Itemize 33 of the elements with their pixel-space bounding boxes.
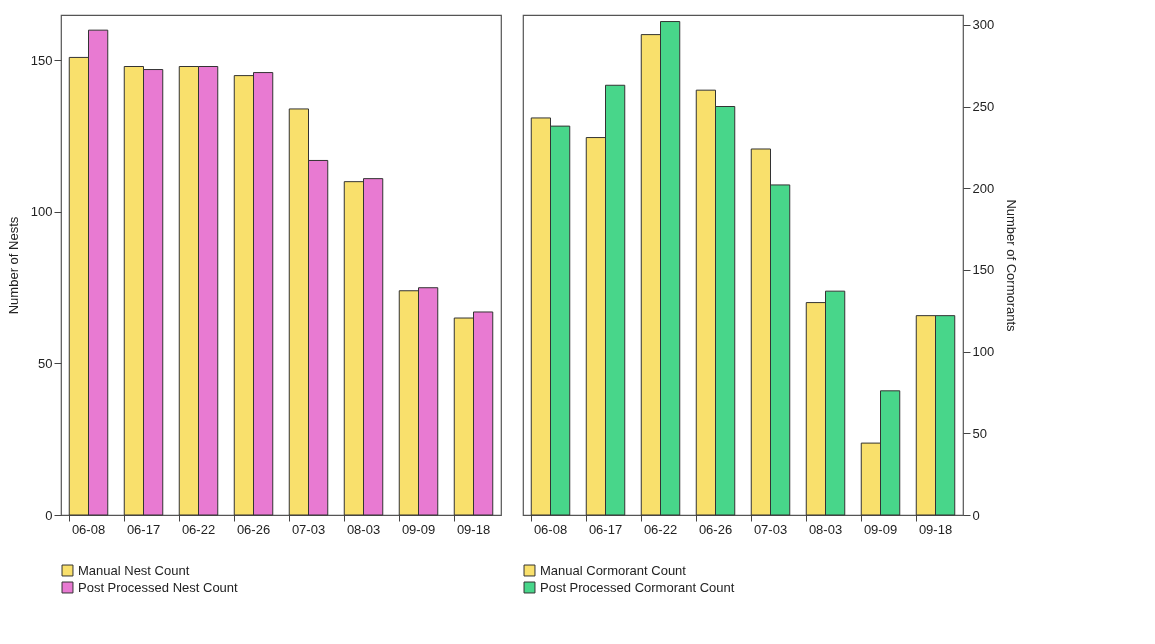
x-tick-label: 09-18	[456, 521, 491, 537]
x-tick-label: 09-09	[401, 521, 436, 537]
y2-tick-label: 300	[972, 17, 995, 33]
y2-tick-label: 50	[972, 425, 987, 441]
y-tick-label: 100	[30, 204, 53, 220]
x-tick-label: 06-08	[71, 521, 106, 537]
y-axis-title: Number of Nests	[5, 216, 21, 315]
x-tick-label: 09-09	[863, 521, 898, 537]
x-tick-label: 07-03	[291, 521, 326, 537]
y2-axis-title: Number of Cormorants	[1004, 199, 1020, 333]
y-tick-label: 50	[38, 355, 53, 371]
x-tick-label: 08-03	[808, 521, 843, 537]
legend-label: Post Processed Nest Count	[78, 579, 239, 595]
x-tick-label: 06-22	[643, 521, 678, 537]
x-tick-label: 06-26	[698, 521, 733, 537]
y2-tick-label: 100	[972, 344, 995, 360]
y-tick-label: 150	[30, 52, 53, 68]
x-tick-label: 07-03	[753, 521, 788, 537]
y2-tick-label: 200	[972, 180, 995, 196]
x-tick-label: 09-18	[918, 521, 953, 537]
y2-tick-label: 150	[972, 262, 995, 278]
legend-label: Post Processed Cormorant Count	[540, 579, 735, 595]
y2-tick-label: 0	[972, 507, 980, 523]
x-tick-label: 06-17	[126, 521, 161, 537]
x-tick-label: 06-08	[533, 521, 568, 537]
y-tick-label: 0	[45, 507, 53, 523]
x-tick-label: 06-26	[236, 521, 271, 537]
x-tick-label: 08-03	[346, 521, 381, 537]
legend-label: Manual Nest Count	[78, 562, 190, 578]
legend-label: Manual Cormorant Count	[540, 562, 687, 578]
x-tick-label: 06-17	[588, 521, 623, 537]
y2-tick-label: 250	[972, 99, 995, 114]
x-tick-label: 06-22	[181, 521, 216, 537]
